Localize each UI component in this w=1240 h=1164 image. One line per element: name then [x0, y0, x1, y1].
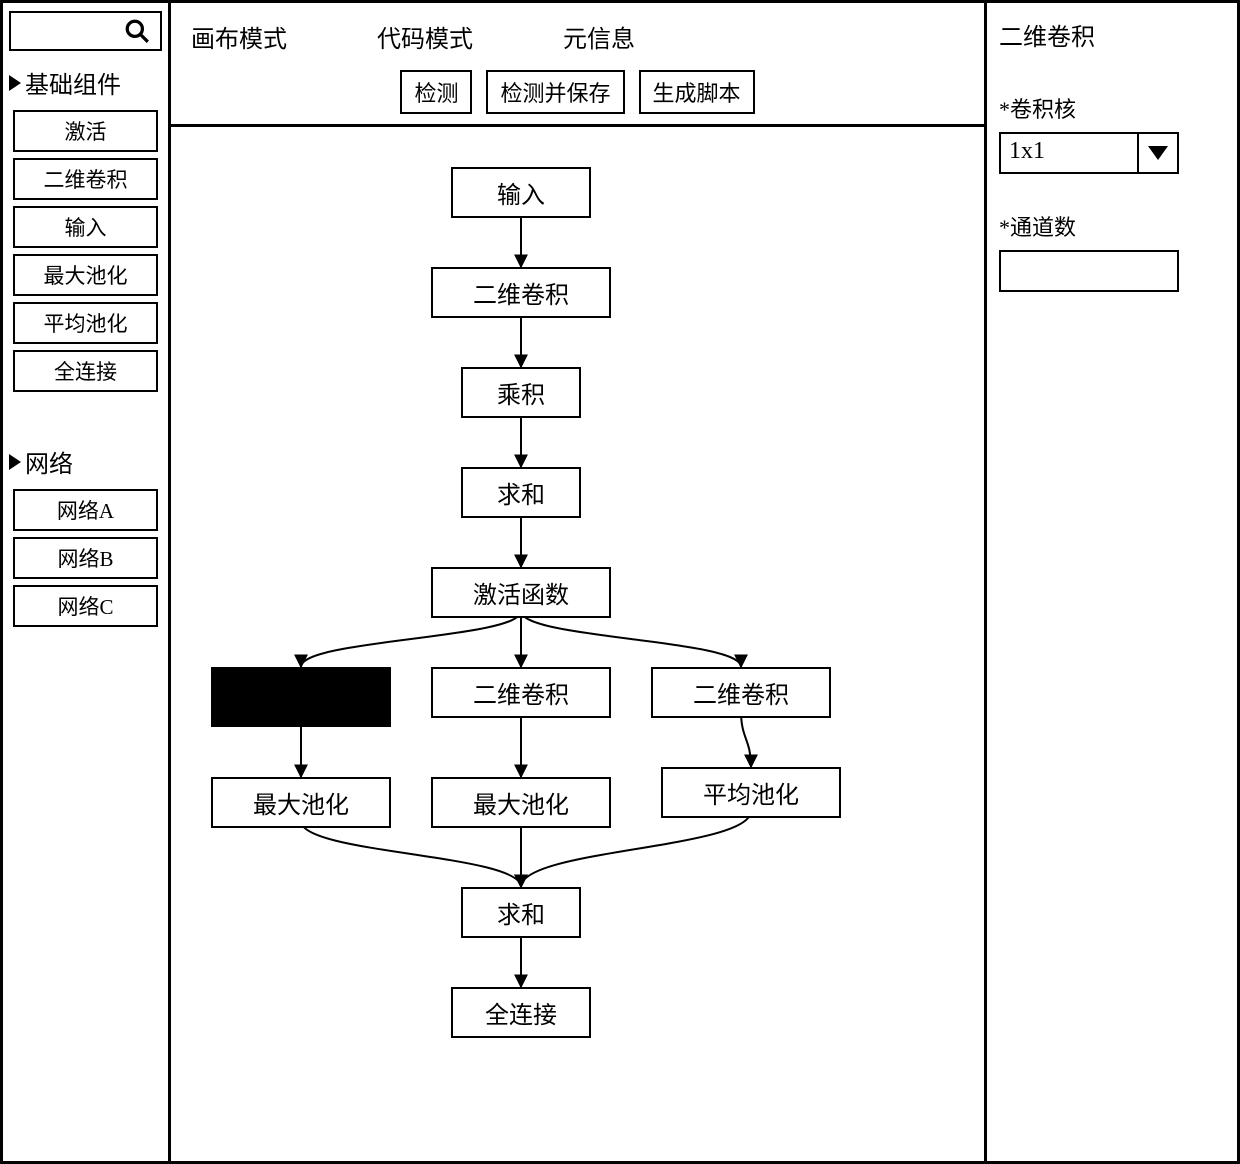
graph-node[interactable]: 求和	[461, 887, 581, 938]
dropdown-icon	[1137, 134, 1177, 172]
comp-avgpool[interactable]: 平均池化	[13, 302, 158, 344]
btn-gen-script[interactable]: 生成脚本	[639, 70, 755, 114]
kernel-label: *卷积核	[999, 92, 1225, 124]
section-title: 网络	[25, 444, 73, 479]
graph-node[interactable]: 平均池化	[661, 767, 841, 818]
graph-node[interactable]: 激活函数	[431, 567, 611, 618]
comp-maxpool[interactable]: 最大池化	[13, 254, 158, 296]
toolbar: 检测 检测并保存 生成脚本	[171, 64, 984, 127]
graph-node[interactable]: 求和	[461, 467, 581, 518]
tab-canvas[interactable]: 画布模式	[191, 19, 287, 54]
graph-node[interactable]: 乘积	[461, 367, 581, 418]
component-list-basic: 激活 二维卷积 输入 最大池化 平均池化 全连接	[9, 110, 162, 392]
graph-node[interactable]: 二维卷积	[431, 267, 611, 318]
props-title: 二维卷积	[999, 17, 1225, 52]
mode-tabs: 画布模式 代码模式 元信息	[171, 3, 984, 64]
channels-label: *通道数	[999, 210, 1225, 242]
channels-input[interactable]	[999, 250, 1179, 292]
caret-icon	[9, 75, 21, 91]
graph-edge	[741, 711, 751, 767]
search-icon	[124, 18, 150, 44]
graph-canvas[interactable]: 输入二维卷积乘积求和激活函数二维卷积二维卷积最大池化最大池化平均池化求和全连接	[171, 127, 984, 1161]
tab-meta[interactable]: 元信息	[563, 19, 635, 54]
graph-edge	[521, 611, 741, 667]
app-root: 基础组件 激活 二维卷积 输入 最大池化 平均池化 全连接 网络 网络A 网络B…	[0, 0, 1240, 1164]
component-sidebar: 基础组件 激活 二维卷积 输入 最大池化 平均池化 全连接 网络 网络A 网络B…	[3, 3, 171, 1161]
section-header-basic[interactable]: 基础组件	[9, 65, 162, 100]
comp-network-a[interactable]: 网络A	[13, 489, 158, 531]
comp-activate[interactable]: 激活	[13, 110, 158, 152]
section-header-networks[interactable]: 网络	[9, 444, 162, 479]
graph-node[interactable]: 最大池化	[211, 777, 391, 828]
search-input[interactable]	[9, 11, 162, 51]
graph-node[interactable]: 输入	[451, 167, 591, 218]
graph-node[interactable]: 二维卷积	[651, 667, 831, 718]
btn-check[interactable]: 检测	[400, 70, 472, 114]
comp-conv2d[interactable]: 二维卷积	[13, 158, 158, 200]
graph-node[interactable]	[211, 667, 391, 727]
section-title: 基础组件	[25, 65, 121, 100]
component-list-networks: 网络A 网络B 网络C	[9, 489, 162, 627]
kernel-select[interactable]: 1x1	[999, 132, 1179, 174]
btn-check-save[interactable]: 检测并保存	[486, 70, 624, 114]
graph-edge	[301, 821, 521, 887]
center-panel: 画布模式 代码模式 元信息 检测 检测并保存 生成脚本 输入二维卷积乘积求和激活…	[171, 3, 987, 1161]
properties-panel: 二维卷积 *卷积核 1x1 *通道数	[987, 3, 1237, 1161]
graph-edge	[301, 611, 521, 667]
tab-code[interactable]: 代码模式	[377, 19, 473, 54]
comp-fc[interactable]: 全连接	[13, 350, 158, 392]
kernel-value: 1x1	[1001, 134, 1137, 172]
comp-input[interactable]: 输入	[13, 206, 158, 248]
graph-node[interactable]: 最大池化	[431, 777, 611, 828]
graph-node[interactable]: 全连接	[451, 987, 591, 1038]
comp-network-b[interactable]: 网络B	[13, 537, 158, 579]
graph-node[interactable]: 二维卷积	[431, 667, 611, 718]
comp-network-c[interactable]: 网络C	[13, 585, 158, 627]
caret-icon	[9, 454, 21, 470]
